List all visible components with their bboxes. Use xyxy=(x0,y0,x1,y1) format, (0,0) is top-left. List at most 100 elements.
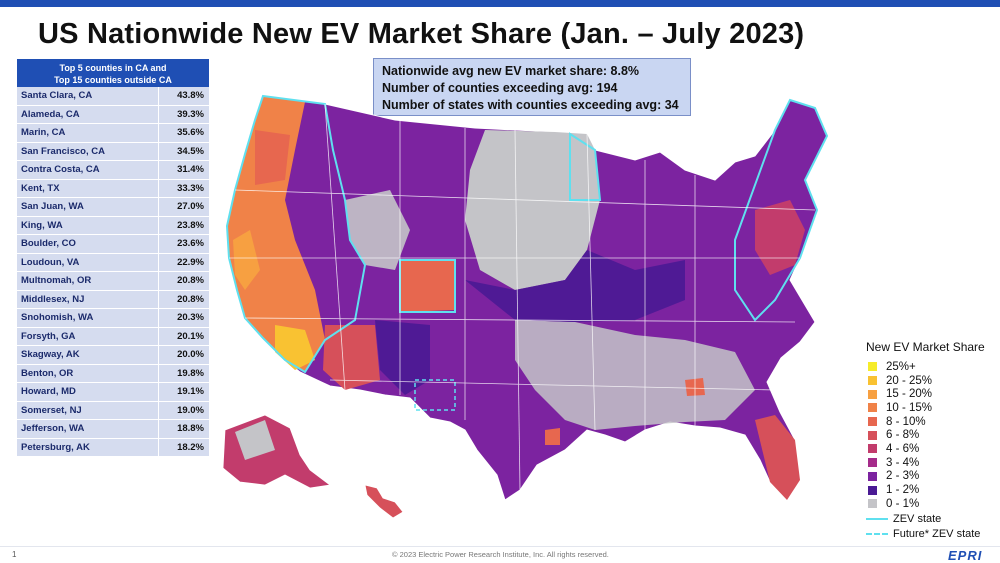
table-row: Marin, CA 35.6% xyxy=(17,124,209,143)
county-share: 20.8% xyxy=(177,275,204,286)
county-share: 23.6% xyxy=(177,238,204,249)
legend-item: 1 - 2% xyxy=(866,483,991,497)
table-row: Snohomish, WA 20.3% xyxy=(17,309,209,328)
county-share: 22.9% xyxy=(177,256,204,268)
legend-item: 15 - 20% xyxy=(866,387,991,401)
legend-item: 4 - 6% xyxy=(866,442,991,456)
summary-counties-exceeding: Number of counties exceeding avg: 194 xyxy=(382,81,618,95)
west-coast-high-share xyxy=(227,96,325,372)
legend-label: 3 - 4% xyxy=(886,456,920,469)
colorado-high-share xyxy=(400,260,455,312)
county-name: Benton, OR xyxy=(17,364,159,382)
texas-austin-area xyxy=(545,428,560,445)
legend-label: 1 - 2% xyxy=(886,484,920,497)
county-share: 20.8% xyxy=(177,293,204,305)
table-row: Alameda, CA 39.3% xyxy=(17,105,209,124)
alaska-shape xyxy=(222,414,332,489)
copyright-text: © 2023 Electric Power Research Institute… xyxy=(392,550,609,559)
table-row: Skagway, AK 20.0% xyxy=(17,346,209,365)
future-zev-outline xyxy=(414,379,456,411)
county-name: San Francisco, CA xyxy=(17,142,159,160)
table-row: Loudoun, VA 22.9% xyxy=(17,253,209,272)
future-zev-dashed-line-icon xyxy=(866,532,888,535)
legend-swatch xyxy=(868,376,877,386)
legend-label: 20 - 25% xyxy=(886,374,933,387)
legend-items: 25%+ 20 - 25% 15 - 20% 10 - 15% 8 - 10% 6 - 8… xyxy=(866,360,991,511)
top-accent-bar xyxy=(0,0,1000,7)
county-share: 19.8% xyxy=(177,367,204,379)
county-share: 18.2% xyxy=(177,441,204,453)
summary-states-exceeding: Number of states with counties exceeding… xyxy=(382,98,679,112)
legend-label: 25%+ xyxy=(886,360,916,373)
legend-swatch xyxy=(868,430,877,440)
legend-label: 4 - 6% xyxy=(886,442,920,455)
florida-high-share xyxy=(755,415,800,500)
legend-item: 2 - 3% xyxy=(866,470,991,484)
legend-swatch xyxy=(868,403,877,413)
table-row: Petersburg, AK 18.2% xyxy=(17,438,209,457)
low-share-region-mountain xyxy=(345,190,410,270)
legend-future-zev-label: Future* ZEV state xyxy=(893,527,981,540)
legend-zev-label: ZEV state xyxy=(893,512,942,525)
county-name: Kent, TX xyxy=(17,179,159,197)
legend-swatch xyxy=(868,389,877,399)
oregon-washington-mid xyxy=(255,130,290,185)
county-share: 20.3% xyxy=(177,312,204,323)
county-name: Multnomah, OR xyxy=(17,272,159,290)
northeast-high-share xyxy=(755,200,805,275)
county-share: 20.0% xyxy=(177,349,204,360)
table-row: San Juan, WA 27.0% xyxy=(17,198,209,217)
county-name: Middlesex, NJ xyxy=(17,290,159,308)
legend-item: 6 - 8% xyxy=(866,428,991,442)
legend-future-zev-state: Future* ZEV state xyxy=(866,527,991,541)
county-name: Forsyth, GA xyxy=(17,327,159,345)
legend-item: 3 - 4% xyxy=(866,456,991,470)
top-counties-table: Top 5 counties in CA and Top 15 counties… xyxy=(17,59,209,457)
arizona-mid-share xyxy=(323,325,380,390)
county-name: Contra Costa, CA xyxy=(17,161,159,179)
table-row: Howard, MD 19.1% xyxy=(17,383,209,402)
california-bay-area xyxy=(233,230,260,290)
county-share: 23.8% xyxy=(177,219,204,231)
legend-zev-state: ZEV state xyxy=(866,512,991,526)
table-row: Contra Costa, CA 31.4% xyxy=(17,161,209,180)
lowest-share-southwest xyxy=(375,320,430,395)
lowest-share-belt xyxy=(465,250,685,322)
footer-divider xyxy=(0,546,1000,547)
table-row: Boulder, CO 23.6% xyxy=(17,235,209,254)
table-row: Benton, OR 19.8% xyxy=(17,364,209,383)
table-row: San Francisco, CA 34.5% xyxy=(17,142,209,161)
county-share: 19.0% xyxy=(177,404,204,416)
county-share: 35.6% xyxy=(177,127,204,138)
table-row: Jefferson, WA 18.8% xyxy=(17,420,209,439)
legend-swatch xyxy=(868,417,877,427)
county-name: Skagway, AK xyxy=(17,346,159,364)
county-share: 19.1% xyxy=(177,386,204,397)
county-share: 39.3% xyxy=(177,108,204,120)
zev-state-outline-northeast xyxy=(734,98,829,322)
hawaii-shape xyxy=(364,484,404,519)
legend-item: 20 - 25% xyxy=(866,374,991,388)
county-share: 43.8% xyxy=(177,90,204,101)
table-row: Santa Clara, CA 43.8% xyxy=(17,87,209,106)
table-row: Forsyth, GA 20.1% xyxy=(17,327,209,346)
county-share: 20.1% xyxy=(177,330,204,342)
county-name: Marin, CA xyxy=(17,124,159,142)
table-row: Somerset, NJ 19.0% xyxy=(17,401,209,420)
county-share: 34.5% xyxy=(177,145,204,157)
legend-label: 6 - 8% xyxy=(886,429,920,442)
page-number: 1 xyxy=(12,550,17,559)
table-header: Top 5 counties in CA and Top 15 counties… xyxy=(17,59,209,87)
legend-label: 8 - 10% xyxy=(886,415,926,428)
legend-swatch xyxy=(868,485,877,495)
county-name: Somerset, NJ xyxy=(17,401,159,419)
county-share: 31.4% xyxy=(177,164,204,175)
county-name: Alameda, CA xyxy=(17,105,159,123)
table-header-line2: Top 15 counties outside CA xyxy=(54,75,172,85)
county-name: San Juan, WA xyxy=(17,198,159,216)
page-title: US Nationwide New EV Market Share (Jan. … xyxy=(38,18,805,50)
map-legend: New EV Market Share 25%+ 20 - 25% 15 - 20%… xyxy=(866,340,991,541)
table-row: Kent, TX 33.3% xyxy=(17,179,209,198)
low-share-region-plains xyxy=(465,130,600,290)
table-row: King, WA 23.8% xyxy=(17,216,209,235)
